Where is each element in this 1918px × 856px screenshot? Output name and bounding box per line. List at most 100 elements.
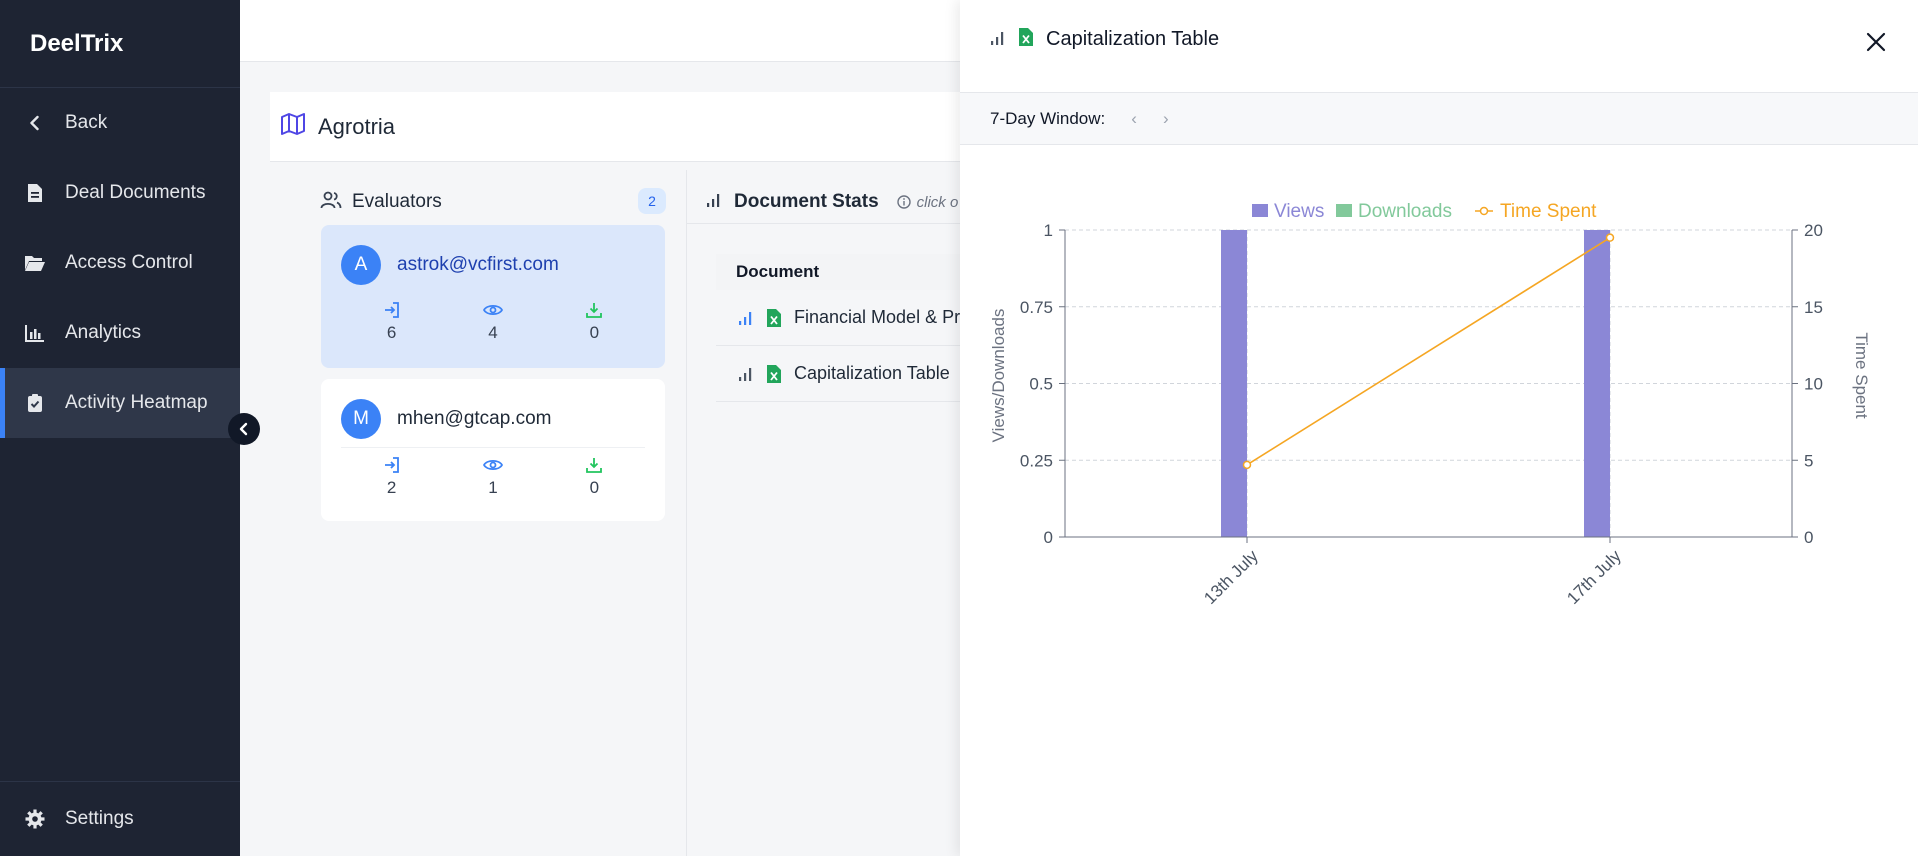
divider xyxy=(686,223,986,224)
download-icon xyxy=(585,456,603,476)
eye-icon xyxy=(482,456,504,476)
sidebar: DeelTrix Back Deal Documents Access Cont… xyxy=(0,0,240,856)
sidebar-item-deal-documents[interactable]: Deal Documents xyxy=(0,158,240,228)
y2-axis-label: Time Spent xyxy=(1852,332,1871,419)
users-icon xyxy=(320,191,342,214)
document-table: Document Financial Model & Pr Capitaliza… xyxy=(716,254,986,402)
collapse-sidebar-button[interactable] xyxy=(228,413,260,445)
close-icon xyxy=(1866,32,1886,52)
table-row[interactable]: Financial Model & Pr xyxy=(716,290,986,346)
excel-file-icon xyxy=(766,364,782,384)
stats-icon[interactable] xyxy=(738,310,754,326)
downloads-count: 0 xyxy=(589,323,600,342)
hint-text: click o xyxy=(916,193,959,211)
sidebar-footer: Settings xyxy=(0,781,240,856)
y-tick-label: 0.25 xyxy=(1020,451,1053,470)
y-tick-label: 1 xyxy=(1044,221,1053,240)
downloads-count: 0 xyxy=(589,478,600,497)
logins-stat: 2 xyxy=(362,456,422,498)
chevron-left-icon xyxy=(239,422,248,436)
table-row[interactable]: Capitalization Table xyxy=(716,346,986,402)
eye-icon xyxy=(482,301,504,321)
page-title: Agrotria xyxy=(318,113,396,139)
gear-icon xyxy=(24,808,46,830)
panel-divider xyxy=(686,170,687,856)
document-name: Capitalization Table xyxy=(794,363,950,383)
avatar: A xyxy=(341,245,381,285)
sidebar-item-label: Analytics xyxy=(65,322,142,343)
document-name: Financial Model & Pr xyxy=(794,307,961,327)
column-header-document: Document xyxy=(716,254,986,290)
brand-logo: DeelTrix xyxy=(0,0,240,88)
document-stats-title: Document Stats xyxy=(734,191,879,212)
sidebar-item-label: Deal Documents xyxy=(65,182,206,203)
y2-tick-label: 15 xyxy=(1804,298,1823,317)
avatar: M xyxy=(341,399,381,439)
sidebar-item-activity-heatmap[interactable]: Activity Heatmap xyxy=(0,368,240,438)
drawer-header: Capitalization Table xyxy=(960,0,1918,93)
bar-views xyxy=(1584,230,1610,537)
clipboard-check-icon xyxy=(24,392,46,414)
y-tick-label: 0 xyxy=(1044,528,1053,547)
login-icon xyxy=(383,301,401,321)
legend-downloads-label: Downloads xyxy=(1358,201,1452,222)
views-stat: 4 xyxy=(463,301,523,343)
sidebar-item-back[interactable]: Back xyxy=(0,88,240,158)
x-tick-label: 13th July xyxy=(1200,546,1262,608)
evaluator-email: mhen@gtcap.com xyxy=(397,408,552,429)
prev-window-button[interactable]: ‹ xyxy=(1131,108,1137,128)
sidebar-item-label: Back xyxy=(65,112,108,133)
window-label: 7-Day Window: xyxy=(990,108,1106,128)
document-stats-drawer: Capitalization Table 7-Day Window: ‹ › 0… xyxy=(960,0,1918,856)
y2-tick-label: 20 xyxy=(1804,221,1823,240)
sidebar-item-label: Access Control xyxy=(65,252,193,273)
logins-count: 2 xyxy=(386,478,397,497)
close-button[interactable] xyxy=(1864,30,1888,54)
point-time-spent xyxy=(1242,460,1252,470)
legend-views-label: Views xyxy=(1274,201,1324,222)
sidebar-item-label: Settings xyxy=(65,808,134,829)
excel-file-icon xyxy=(1018,27,1034,52)
line-time-spent xyxy=(1246,236,1611,466)
document-stats-header: Document Stats click o xyxy=(686,180,986,224)
y-tick-label: 0.75 xyxy=(1020,298,1053,317)
y2-tick-label: 10 xyxy=(1804,375,1823,394)
next-window-button[interactable]: › xyxy=(1162,108,1169,128)
document-icon xyxy=(24,182,46,204)
sidebar-item-label: Activity Heatmap xyxy=(65,392,208,413)
drawer-title: Capitalization Table xyxy=(1046,28,1220,50)
bar-chart-icon xyxy=(990,30,1006,51)
download-icon xyxy=(585,301,603,321)
evaluators-header: Evaluators 2 xyxy=(302,180,666,224)
info-icon xyxy=(896,195,911,209)
legend-views-swatch xyxy=(1252,204,1268,217)
legend-downloads-swatch xyxy=(1336,204,1352,217)
evaluator-card[interactable]: M mhen@gtcap.com 2 1 0 xyxy=(321,379,665,521)
legend-time-spent-label: Time Spent xyxy=(1500,201,1597,222)
sidebar-item-settings[interactable]: Settings xyxy=(0,782,240,856)
evaluator-card[interactable]: A astrok@vcfirst.com 6 4 0 xyxy=(321,225,665,368)
logins-count: 6 xyxy=(386,323,397,342)
stats-icon[interactable] xyxy=(738,366,754,382)
downloads-stat: 0 xyxy=(564,456,624,498)
evaluators-count-badge: 2 xyxy=(638,188,666,214)
y2-tick-label: 5 xyxy=(1804,451,1813,470)
bar-chart-icon xyxy=(24,322,46,344)
excel-file-icon xyxy=(766,308,782,328)
y2-tick-label: 0 xyxy=(1804,528,1813,547)
date-window-bar: 7-Day Window: ‹ › xyxy=(960,93,1918,145)
bar-chart-icon xyxy=(706,192,722,213)
evaluators-title: Evaluators xyxy=(352,191,442,212)
x-tick-label: 17th July xyxy=(1563,546,1625,608)
downloads-stat: 0 xyxy=(564,301,624,343)
login-icon xyxy=(383,456,401,476)
sidebar-item-access-control[interactable]: Access Control xyxy=(0,228,240,298)
evaluator-email: astrok@vcfirst.com xyxy=(397,254,559,275)
bar-views xyxy=(1221,230,1247,537)
sidebar-item-analytics[interactable]: Analytics xyxy=(0,298,240,368)
y-tick-label: 0.5 xyxy=(1029,375,1053,394)
project-header: Agrotria xyxy=(270,92,1030,162)
views-count: 4 xyxy=(488,323,498,342)
point-time-spent xyxy=(1605,233,1615,242)
